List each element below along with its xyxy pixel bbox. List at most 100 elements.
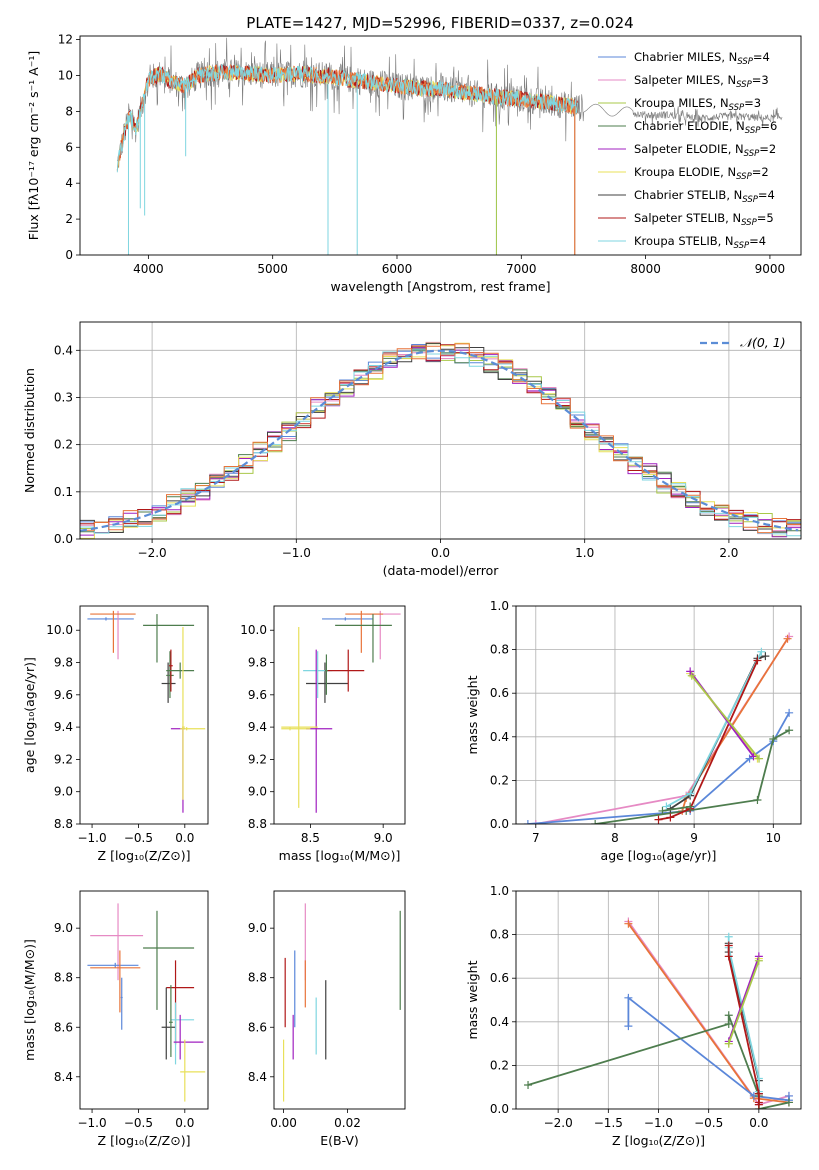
x-axis-label: E(B-V) [320, 1133, 359, 1148]
legend-label: 𝒩(0, 1) [740, 335, 786, 350]
series-line-chabrier_miles [527, 712, 790, 824]
plot-area [87, 903, 206, 1102]
y-axis-label: mass weight [465, 960, 480, 1039]
data-point [754, 1100, 763, 1109]
x-tick-label: −1.0 [644, 1116, 673, 1130]
y-tick-label: 9.4 [248, 720, 267, 734]
y-tick-label: 4 [65, 176, 73, 190]
data-point [724, 932, 733, 941]
panel-mass-weight-vs-Z: −2.0 −1.5 −1.0 −0.5 0.0 0.0 0.2 0.4 0.6 0.8 1.0 Z [… [465, 884, 802, 1148]
series-line-salpeter_stelib [658, 660, 759, 821]
y-tick-label: 8.4 [248, 1070, 267, 1084]
y-axis-label: Flux [fλ10⁻¹⁷ erg cm⁻² s⁻¹ A⁻¹] [26, 51, 41, 240]
x-axis-label: (data-model)/error [383, 563, 500, 578]
series-line-orange [681, 638, 789, 812]
data-point [662, 802, 671, 811]
gaussian-curve [80, 349, 799, 532]
y-tick-label: 10.0 [240, 623, 267, 637]
data-point [783, 634, 792, 643]
y-tick-label: 9.6 [54, 688, 73, 702]
y-axis-label: Normed distribution [22, 368, 37, 493]
x-tick-label: 7000 [506, 262, 537, 276]
y-tick-label: 9.8 [248, 656, 267, 670]
x-tick-label: −1.0 [282, 546, 311, 560]
plot-area [282, 903, 401, 1102]
y-tick-label: 0.2 [490, 1058, 509, 1072]
figure-title: PLATE=1427, MJD=52996, FIBERID=0337, z=0… [246, 14, 633, 32]
data-point [686, 667, 695, 676]
data-point [754, 1089, 763, 1098]
x-tick-label: 4000 [133, 262, 164, 276]
plot-area [116, 37, 783, 255]
panel-age-vs-Z: −1.0 −0.5 0.0 8.8 9.0 9.2 9.4 9.6 9.8 10.0 Z [log₁… [22, 605, 209, 863]
data-point [761, 652, 770, 661]
y-tick-label: 0 [65, 248, 73, 262]
legend-label: Salpeter ELODIE, NSSP=2 [634, 142, 776, 159]
y-tick-label: 0.4 [54, 343, 73, 357]
y-tick-label: 1.0 [490, 599, 509, 613]
legend-label: Kroupa ELODIE, NSSP=2 [634, 165, 769, 182]
y-tick-label: 8.8 [248, 971, 267, 985]
series-line-chabrier_elodie [527, 1014, 790, 1109]
x-tick-label: 9 [690, 831, 698, 845]
x-tick-label: 9000 [755, 262, 786, 276]
data-point [724, 941, 733, 950]
y-tick-label: 8.8 [54, 971, 73, 985]
data-point [754, 956, 763, 965]
plot-area [80, 322, 801, 539]
y-tick-label: 1.0 [490, 884, 509, 898]
x-tick-label: −0.5 [124, 1116, 153, 1130]
y-tick-label: 9.8 [54, 656, 73, 670]
series-line-kroupa_stelib [665, 651, 763, 808]
y-tick-label: 0.0 [490, 817, 509, 831]
data-point [624, 993, 633, 1002]
x-tick-label: 10 [766, 831, 781, 845]
x-tick-label: 0.0 [749, 1116, 768, 1130]
y-tick-label: 0.0 [490, 1102, 509, 1116]
plot-area [87, 610, 206, 813]
axes-frame [515, 890, 802, 1110]
panel-age-vs-mass: 8.5 9.0 8.8 9.0 9.2 9.4 9.6 9.8 10.0 mass [log₁₀(… [240, 605, 406, 863]
y-tick-label: 8.6 [248, 1020, 267, 1034]
y-tick-label: 2 [65, 212, 73, 226]
x-tick-label: 0.02 [334, 1116, 361, 1130]
y-tick-label: 0.3 [54, 390, 73, 404]
y-tick-label: 0.4 [490, 1015, 509, 1029]
y-tick-label: 8.8 [54, 817, 73, 831]
data-point [686, 802, 695, 811]
x-tick-label: −0.5 [124, 831, 153, 845]
model-spectrum-kroupa_stelib [116, 63, 578, 173]
data-point [624, 919, 633, 928]
y-tick-label: 9.4 [54, 720, 73, 734]
x-tick-label: 8.5 [301, 831, 320, 845]
y-tick-label: 9.6 [248, 688, 267, 702]
x-axis-label: mass [log₁₀(M/M⊙)] [279, 848, 401, 863]
y-tick-label: 0.4 [490, 730, 509, 744]
y-tick-label: 0.6 [490, 686, 509, 700]
x-tick-label: 8000 [630, 262, 661, 276]
x-tick-label: −2.0 [138, 546, 167, 560]
panel-residuals: −2.0 −1.0 0.0 1.0 2.0 0.0 0.1 0.2 0.3 0.4 (data-mo… [22, 321, 802, 578]
y-tick-label: 8 [65, 104, 73, 118]
data-point [654, 815, 663, 824]
x-tick-label: 8 [611, 831, 619, 845]
x-tick-label: 0.00 [270, 1116, 297, 1130]
x-tick-label: 0.0 [175, 831, 194, 845]
data-point [785, 726, 794, 735]
y-tick-label: 8.4 [54, 1070, 73, 1084]
y-tick-label: 0.2 [54, 438, 73, 452]
data-point [658, 806, 667, 815]
y-tick-label: 0.0 [54, 532, 73, 546]
y-tick-label: 9.0 [248, 785, 267, 799]
panel-spectrum: 4000 5000 6000 7000 8000 9000 0 2 4 6 8 10 12 wavelen… [26, 33, 802, 294]
axes-frame [79, 890, 209, 1110]
y-axis-label: mass [log₁₀(M/M⊙)] [22, 939, 37, 1061]
series-line-chabrier_elodie [662, 805, 691, 812]
y-axis-label: age [log₁₀(age/yr)] [22, 657, 37, 773]
legend-label: Chabrier MILES, NSSP=4 [634, 50, 770, 67]
data-point [724, 1011, 733, 1020]
series-line-kroupa_miles [727, 960, 760, 1044]
y-tick-label: 9.0 [248, 921, 267, 935]
x-tick-label: 1.0 [575, 546, 594, 560]
